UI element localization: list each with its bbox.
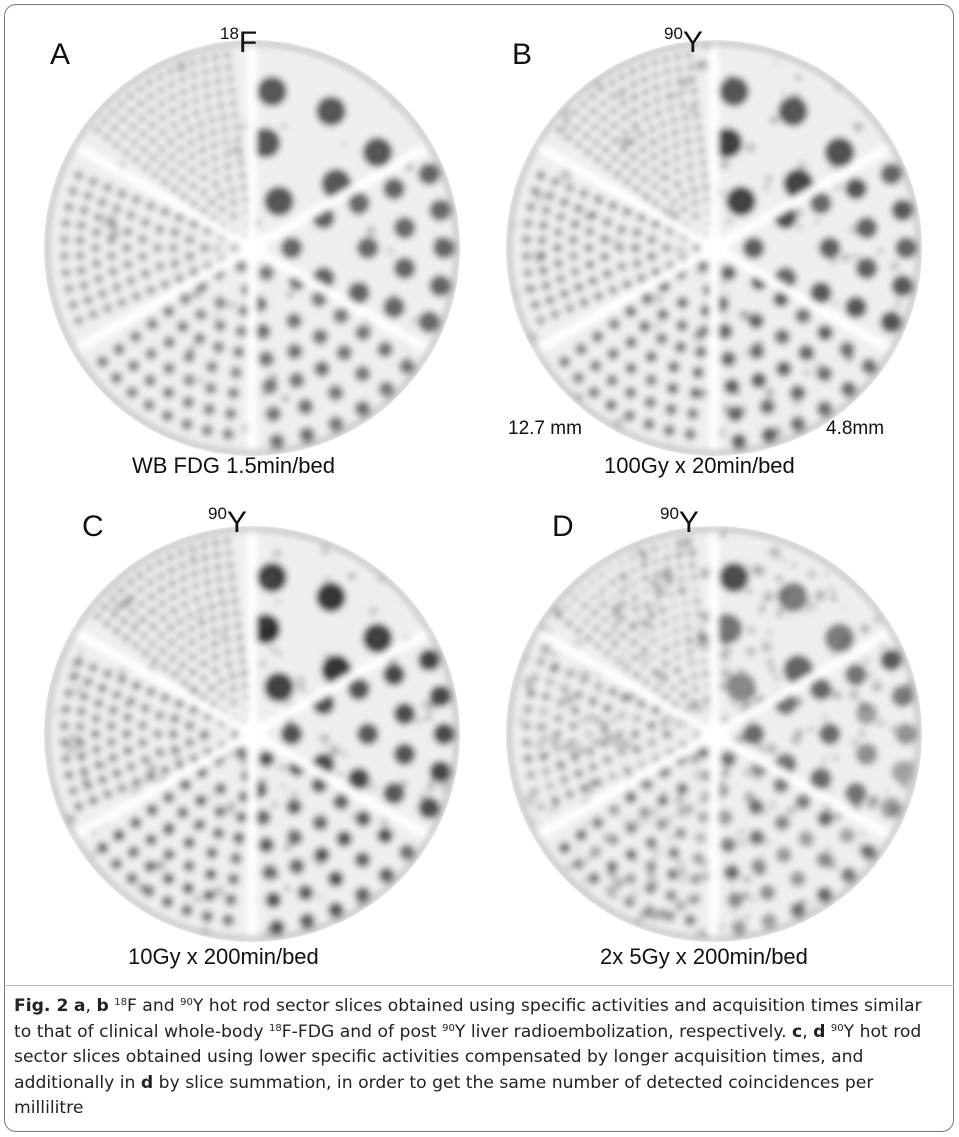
fig-sup-3: 18: [269, 1022, 282, 1034]
panel-letter-d: D: [552, 510, 574, 543]
fig-text-2b: Y hot rod sector slices obtained using l…: [14, 1021, 922, 1093]
panel-letter-a: A: [50, 38, 71, 71]
phantom-image-b: [506, 40, 922, 456]
fig-sep-1: ,: [85, 996, 97, 1016]
isotope-label-a: 18F: [220, 24, 257, 60]
isotope-mass-d: 90: [660, 504, 679, 523]
fig-text-1c: Y hot rod sector slices obtained using s…: [14, 996, 922, 1042]
isotope-label-c: 90Y: [208, 504, 247, 540]
panel-caption-b: 100Gy x 20min/bed: [604, 453, 795, 478]
isotope-element-a: F: [238, 26, 258, 59]
panel-b: B 90Y 12.7 mm 4.8mm 100Gy x 20min/bed: [482, 10, 952, 550]
fig-text-1b: F and: [126, 996, 181, 1016]
isotope-mass-c: 90: [208, 504, 227, 523]
fig-ref-c: c: [792, 1021, 803, 1042]
fig-ref-d-2: d: [140, 1072, 154, 1093]
fig-label: Fig. 2: [14, 996, 69, 1016]
panel-a: A 18F WB FDG 1.5min/bed: [20, 10, 490, 550]
fig-text-2c: by slice summation, in order to get the …: [14, 1072, 874, 1119]
fig-sep-2: ,: [802, 1021, 814, 1042]
panel-letter-b: B: [512, 38, 533, 71]
panel-caption-d: 2x 5Gy x 200min/bed: [600, 944, 808, 969]
fig-sup-4: 90: [442, 1022, 455, 1034]
fig-ref-d: d: [813, 1021, 826, 1042]
rod-size-large-label: 12.7 mm: [508, 418, 582, 439]
fig-text-1e: Y liver radioembolization, respectively.: [454, 1021, 792, 1042]
panel-caption-a: WB FDG 1.5min/bed: [132, 453, 335, 478]
isotope-label-d: 90Y: [660, 504, 699, 540]
figure-caption: Fig. 2 a, b 18F and 90Y hot rod sector s…: [14, 994, 939, 1122]
fig-sup-2: 90: [180, 997, 193, 1008]
fig-sup-5: 90: [830, 1022, 844, 1034]
phantom-image-c: [44, 526, 460, 942]
isotope-mass-a: 18: [220, 24, 239, 43]
phantom-image-a: [44, 40, 460, 456]
panel-c: C 90Y 10Gy x 200min/bed: [20, 496, 490, 1036]
panel-caption-c: 10Gy x 200min/bed: [128, 944, 319, 969]
panel-d: D 90Y 2x 5Gy x 200min/bed: [482, 496, 952, 1036]
caption-divider: [5, 985, 954, 986]
isotope-element-b: Y: [682, 26, 703, 59]
fig-ref-a: a: [73, 996, 86, 1016]
rod-size-small-label: 4.8mm: [826, 418, 885, 439]
isotope-mass-b: 90: [664, 24, 683, 43]
panel-letter-c: C: [82, 510, 104, 543]
phantom-image-d: [506, 526, 922, 942]
fig-text-1d: F-FDG and of post: [281, 1021, 443, 1042]
isotope-element-d: Y: [678, 506, 699, 539]
isotope-label-b: 90Y: [664, 24, 703, 60]
fig-ref-b: b: [96, 996, 109, 1016]
fig-sup-1: 18: [114, 997, 127, 1008]
isotope-element-c: Y: [226, 506, 247, 539]
